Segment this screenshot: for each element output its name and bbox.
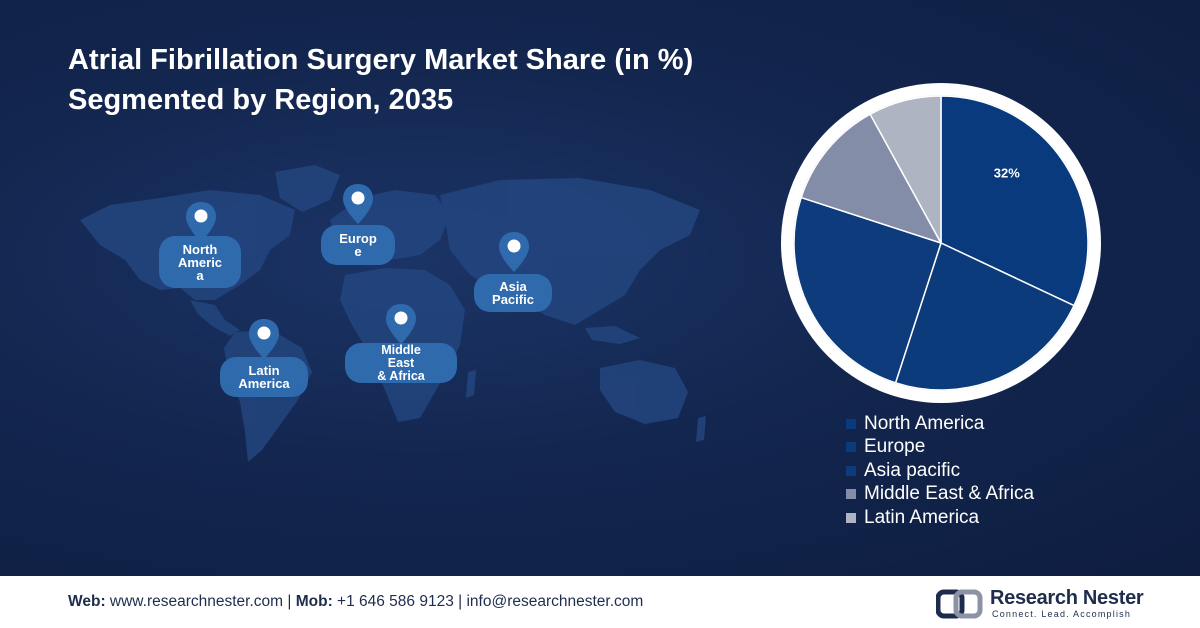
- legend-label: Europe: [864, 436, 926, 458]
- mob-label: Mob:: [295, 593, 333, 610]
- legend-item: North America: [846, 412, 1034, 436]
- logo-name: Research Nester: [990, 587, 1144, 609]
- pie-slice-north-america: [940, 95, 1089, 307]
- legend-swatch: [846, 489, 856, 500]
- legend-label: Latin America: [864, 506, 980, 528]
- map-pin-asia-pacific: [499, 232, 529, 272]
- pie-slice-europe: [894, 241, 1076, 391]
- legend-label: North America: [864, 412, 985, 434]
- region-label-europe: Europ e: [321, 225, 395, 265]
- web-label: Web:: [68, 593, 106, 610]
- page-title: Atrial Fibrillation Surgery Market Share…: [68, 40, 693, 120]
- legend-swatch: [846, 418, 856, 429]
- map-madagascar: [466, 370, 476, 398]
- chart-legend: North America Europe Asia pacific Middle Ea…: [846, 412, 1034, 530]
- pie-data-label: 32%: [994, 165, 1020, 180]
- main-panel: Atrial Fibrillation Surgery Market Share…: [0, 0, 1200, 576]
- pie-slice-middle-east-africa: [800, 113, 943, 245]
- logo-tagline: Connect. Lead. Accomplish: [992, 609, 1132, 619]
- world-map: [80, 165, 706, 462]
- research-nester-logo: Research Nester Connect. Lead. Accomplis…: [936, 585, 1166, 621]
- footer: Web: www.researchnester.com | Mob: +1 64…: [0, 576, 1200, 628]
- legend-swatch: [846, 442, 856, 453]
- map-greenland: [275, 165, 340, 212]
- legend-item: Europe: [846, 436, 1034, 460]
- map-new-zealand: [696, 416, 706, 442]
- map-central-america: [190, 300, 240, 336]
- map-pin-europe: [343, 184, 373, 224]
- region-label-asia-pacific: Asia Pacific: [474, 274, 552, 312]
- logo-icon: [936, 589, 983, 619]
- map-indonesia: [585, 326, 640, 344]
- pie-chart: 32%: [781, 83, 1101, 403]
- legend-label: Middle East & Africa: [864, 483, 1035, 505]
- region-label-north-america: North Americ a: [159, 236, 241, 288]
- title-line-1: Atrial Fibrillation Surgery Market Share…: [68, 44, 694, 76]
- legend-item: Asia pacific: [846, 459, 1034, 483]
- map-pin-north-america: [186, 202, 216, 242]
- legend-swatch: [846, 512, 856, 523]
- pie-slice-latin-america: [869, 95, 942, 244]
- legend-item: Latin America: [846, 506, 1034, 530]
- region-label-middle-east-africa: Middle East & Africa: [345, 343, 457, 383]
- title-line-2: Segmented by Region, 2035: [68, 84, 454, 116]
- contact-info: Web: www.researchnester.com | Mob: +1 64…: [68, 593, 643, 611]
- legend-swatch: [846, 465, 856, 476]
- mob-value: +1 646 586 9123 | info@researchnester.co…: [332, 593, 644, 610]
- map-pin-middle-east-africa: [386, 304, 416, 344]
- map-pin-latin-america: [249, 319, 279, 359]
- legend-label: Asia pacific: [864, 459, 961, 481]
- map-australia: [600, 360, 688, 424]
- region-label-latin-america: Latin America: [220, 357, 308, 397]
- legend-item: Middle East & Africa: [846, 483, 1034, 507]
- pie-slice-asia-pacific: [793, 196, 942, 384]
- web-value: www.researchnester.com |: [105, 593, 296, 610]
